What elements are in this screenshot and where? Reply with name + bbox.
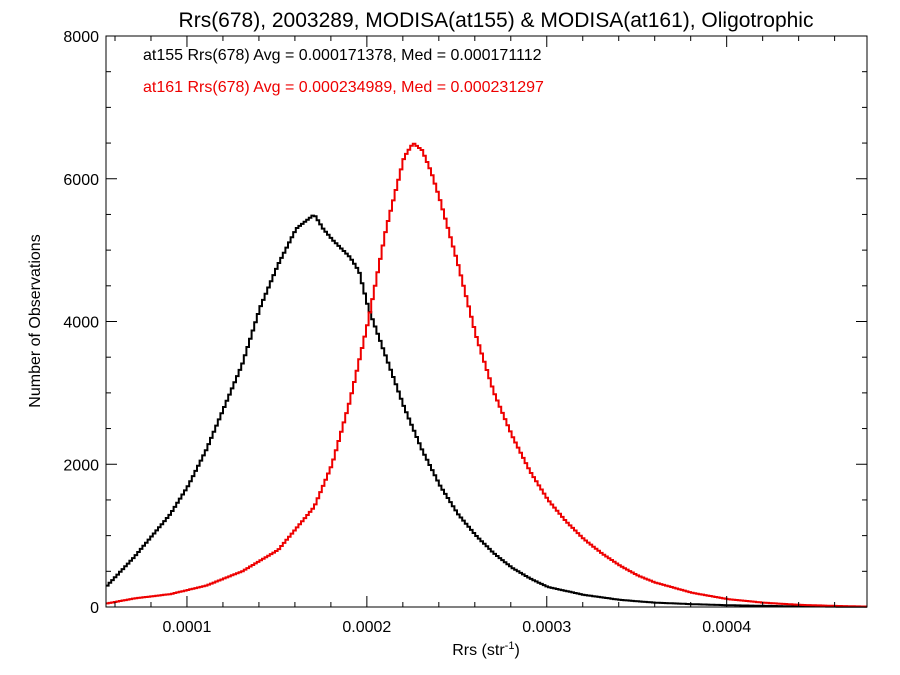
x-tick-label: 0.0003 bbox=[522, 619, 571, 636]
x-tick-label: 0.0002 bbox=[342, 619, 391, 636]
legend-entry-at155: at155 Rrs(678) Avg = 0.000171378, Med = … bbox=[143, 47, 542, 64]
x-tick-label: 0.0001 bbox=[162, 619, 211, 636]
legend-entry-at161: at161 Rrs(678) Avg = 0.000234989, Med = … bbox=[143, 79, 544, 96]
plot-frame bbox=[105, 35, 868, 608]
series-line-at155 bbox=[106, 214, 867, 608]
y-tick-label: 8000 bbox=[63, 29, 99, 46]
y-tick-label: 6000 bbox=[63, 172, 99, 189]
y-tick-labels: 0 2000 4000 6000 8000 bbox=[63, 29, 99, 617]
series-line-at161 bbox=[106, 142, 867, 608]
x-axis-label-close: ) bbox=[514, 642, 519, 659]
y-axis-label: Number of Observations bbox=[27, 234, 44, 407]
chart-title: Rrs(678), 2003289, MODISA(at155) & MODIS… bbox=[179, 9, 814, 32]
y-tick-label: 2000 bbox=[63, 457, 99, 474]
x-axis-label: Rrs (str-1) bbox=[452, 640, 520, 659]
x-tick-labels: 0.0001 0.0002 0.0003 0.0004 bbox=[162, 619, 751, 636]
x-tick-label: 0.0004 bbox=[702, 619, 751, 636]
plot-lines bbox=[106, 142, 867, 608]
axis-ticks bbox=[106, 35, 867, 608]
y-tick-label: 4000 bbox=[63, 315, 99, 332]
x-axis-label-main: Rrs (str bbox=[452, 642, 505, 659]
x-axis-label-superscript: -1 bbox=[505, 640, 515, 652]
y-tick-label: 0 bbox=[90, 600, 99, 617]
